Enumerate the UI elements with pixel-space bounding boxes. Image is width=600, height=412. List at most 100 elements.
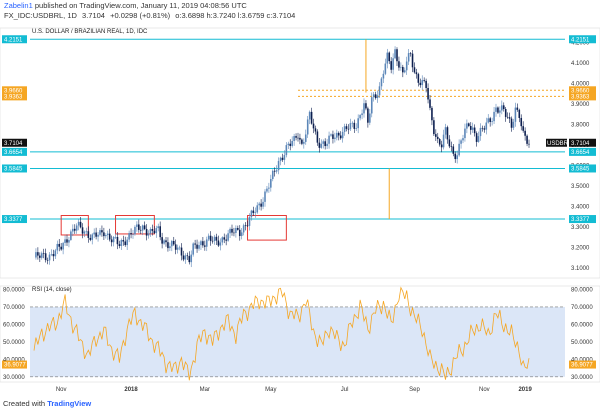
candle-body xyxy=(159,226,161,238)
candle-body xyxy=(215,236,218,241)
candle-body xyxy=(231,228,233,233)
candle-body xyxy=(398,61,400,68)
level-label-right-text: 3.5845 xyxy=(571,166,590,172)
candle-body xyxy=(72,228,74,232)
candle-body xyxy=(297,137,299,139)
candle-body xyxy=(427,88,429,100)
candle-body xyxy=(73,228,76,231)
candle-body xyxy=(516,107,519,110)
price-tick-label: 3.2000 xyxy=(571,245,590,251)
candle-body xyxy=(479,127,482,137)
candle-body xyxy=(341,131,344,139)
candle-body xyxy=(75,225,78,231)
candle-body xyxy=(330,134,332,136)
candle-body xyxy=(355,128,358,129)
footer: Created with TradingView xyxy=(3,399,91,408)
level-label-left xyxy=(2,86,27,95)
candle-body xyxy=(504,109,507,117)
candle-body xyxy=(343,126,346,132)
chart-header: Zabelin1 published on TradingView.com, J… xyxy=(0,0,600,22)
rsi-last-label-left xyxy=(2,360,27,369)
candle-body xyxy=(357,118,359,129)
candle-body xyxy=(413,67,416,73)
candle-body xyxy=(326,143,328,147)
candle-body xyxy=(438,139,441,145)
level-label-left-text: 3.9660 xyxy=(4,88,23,94)
rsi-tick-label: 30.0000 xyxy=(571,375,593,381)
candle-body xyxy=(324,141,326,147)
x-tick-label: Mar xyxy=(200,387,210,393)
candle-body xyxy=(281,157,284,160)
candle-body xyxy=(318,142,321,148)
candle-body xyxy=(411,53,414,68)
price-chart-title: U.S. DOLLAR / BRAZILIAN REAL, 1D, IDC xyxy=(32,29,148,35)
candle-body xyxy=(400,66,402,68)
candle-body xyxy=(497,107,499,113)
candle-body xyxy=(419,82,422,86)
candle-body xyxy=(289,143,292,146)
level-label-left-text: 4.2151 xyxy=(4,37,23,43)
candle-body xyxy=(229,228,231,234)
candle-body xyxy=(273,170,276,172)
candle-body xyxy=(202,241,204,246)
candle-body xyxy=(390,61,392,70)
candle-body xyxy=(54,250,57,257)
price-tick-label: 3.3000 xyxy=(571,225,590,231)
candle-body xyxy=(361,113,363,116)
candle-body xyxy=(77,221,80,226)
level-label-right-text: 4.2151 xyxy=(571,37,590,43)
last-price-label-left xyxy=(2,138,27,147)
rsi-last-label xyxy=(569,360,596,369)
candle-body xyxy=(95,232,97,237)
candle-body xyxy=(304,134,307,142)
x-tick-label: Nov xyxy=(479,387,490,393)
rsi-last-label-left-text: 36.9077 xyxy=(4,363,26,369)
candle-body xyxy=(207,235,210,240)
price-tick-label: 4.2000 xyxy=(571,40,590,46)
candle-body xyxy=(301,139,303,144)
candle-body xyxy=(370,97,373,114)
candle-body xyxy=(52,254,55,257)
rsi-tick-label-left: 70.0000 xyxy=(3,305,25,311)
candle-body xyxy=(489,118,491,122)
candle-body xyxy=(68,239,70,243)
candle-body xyxy=(141,225,144,231)
candle-body xyxy=(79,221,82,228)
candle-body xyxy=(374,94,377,99)
candle-body xyxy=(423,80,425,81)
candle-body xyxy=(252,210,255,213)
candle-body xyxy=(64,239,66,243)
candle-body xyxy=(442,134,445,148)
rsi-tick-label: 70.0000 xyxy=(571,305,593,311)
candle-body xyxy=(134,226,136,235)
candle-body xyxy=(477,136,480,142)
candle-body xyxy=(433,120,435,135)
candle-body xyxy=(460,140,462,144)
candle-body xyxy=(151,229,154,231)
candle-body xyxy=(70,231,72,240)
price-tick-label: 3.8000 xyxy=(571,122,590,128)
tradingview-logo[interactable]: TradingView xyxy=(47,399,92,408)
candle-body xyxy=(238,229,241,236)
candle-body xyxy=(499,110,501,113)
candle-body xyxy=(345,126,348,129)
candle-body xyxy=(487,118,490,123)
candle-body xyxy=(469,125,472,130)
candle-body xyxy=(316,131,319,143)
x-tick-label: Jul xyxy=(341,387,349,393)
candle-body xyxy=(256,205,259,213)
candle-body xyxy=(299,137,301,140)
symbol-badge-text: USDBRL xyxy=(547,141,572,147)
candle-body xyxy=(452,146,455,154)
candle-body xyxy=(369,113,371,123)
candle-body xyxy=(163,240,165,244)
candle-body xyxy=(312,123,315,129)
candle-body xyxy=(367,108,369,123)
candle-body xyxy=(436,136,439,140)
author-link[interactable]: Zabelin1 xyxy=(4,1,33,10)
candle-body xyxy=(174,244,177,250)
rsi-tick-label-left: 60.0000 xyxy=(3,322,25,328)
candle-body xyxy=(512,121,515,128)
candle-body xyxy=(524,130,526,136)
